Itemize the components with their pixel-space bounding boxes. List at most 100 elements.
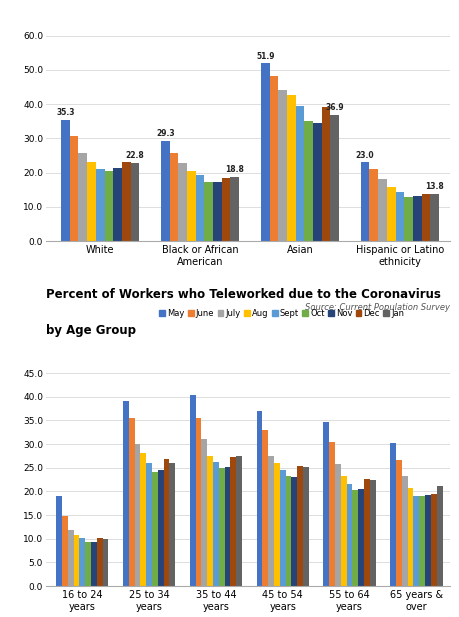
Bar bbox=[196, 175, 204, 241]
Bar bbox=[280, 470, 285, 586]
Bar bbox=[219, 468, 224, 586]
Bar bbox=[146, 463, 152, 586]
Bar bbox=[358, 489, 364, 586]
Bar bbox=[213, 462, 219, 586]
Bar bbox=[425, 495, 431, 586]
Bar bbox=[97, 538, 102, 586]
Bar bbox=[263, 430, 268, 586]
Bar bbox=[387, 188, 396, 241]
Bar bbox=[204, 182, 213, 241]
Bar bbox=[73, 535, 79, 586]
Bar bbox=[304, 122, 313, 241]
Bar bbox=[96, 168, 105, 241]
Bar bbox=[78, 153, 87, 241]
Text: by Age Group: by Age Group bbox=[46, 324, 136, 337]
Bar bbox=[134, 444, 140, 586]
Bar bbox=[169, 463, 175, 586]
Bar bbox=[62, 516, 67, 586]
Bar bbox=[274, 463, 280, 586]
Bar bbox=[70, 136, 78, 241]
Bar bbox=[67, 530, 73, 586]
Bar bbox=[105, 171, 113, 241]
Bar bbox=[129, 418, 134, 586]
Bar bbox=[414, 496, 420, 586]
Bar bbox=[347, 484, 353, 586]
Bar bbox=[230, 176, 239, 241]
Bar bbox=[370, 480, 376, 586]
Bar bbox=[261, 64, 269, 241]
Bar bbox=[179, 164, 187, 241]
Bar bbox=[213, 182, 222, 241]
Bar bbox=[87, 162, 96, 241]
Bar bbox=[170, 154, 179, 241]
Text: 18.8: 18.8 bbox=[225, 165, 244, 174]
Bar bbox=[353, 489, 358, 586]
Bar bbox=[390, 443, 396, 586]
Bar bbox=[408, 488, 414, 586]
Text: 23.0: 23.0 bbox=[356, 151, 375, 160]
Text: 35.3: 35.3 bbox=[56, 109, 75, 117]
Bar bbox=[257, 412, 263, 586]
Bar bbox=[161, 141, 170, 241]
Bar bbox=[430, 194, 439, 241]
Bar bbox=[329, 442, 335, 586]
Text: 36.9: 36.9 bbox=[325, 103, 344, 112]
Bar bbox=[404, 197, 413, 241]
Text: 13.8: 13.8 bbox=[425, 182, 444, 191]
Bar bbox=[322, 107, 330, 241]
Bar bbox=[123, 401, 129, 586]
Bar bbox=[163, 459, 169, 586]
Bar bbox=[222, 178, 230, 241]
Bar bbox=[56, 496, 62, 586]
Bar bbox=[91, 542, 97, 586]
Bar bbox=[324, 422, 329, 586]
Bar bbox=[291, 477, 297, 586]
Bar bbox=[378, 179, 387, 241]
Bar bbox=[140, 453, 146, 586]
Bar bbox=[287, 94, 296, 241]
Bar bbox=[79, 538, 85, 586]
Bar bbox=[61, 120, 70, 241]
Bar bbox=[402, 476, 408, 586]
Bar bbox=[196, 418, 202, 586]
Bar bbox=[268, 456, 274, 586]
Text: Percent of Workers who Teleworked due to the Coronavirus: Percent of Workers who Teleworked due to… bbox=[46, 288, 441, 301]
Legend: May, June, July, Aug, Sept, Oct, Nov, Dec, Jan: May, June, July, Aug, Sept, Oct, Nov, De… bbox=[159, 308, 404, 318]
Bar bbox=[335, 465, 341, 586]
Bar bbox=[187, 170, 196, 241]
Bar bbox=[341, 476, 347, 586]
Bar bbox=[420, 496, 425, 586]
Bar bbox=[364, 479, 370, 586]
Bar bbox=[303, 467, 309, 586]
Bar bbox=[131, 163, 139, 241]
Bar bbox=[396, 192, 404, 241]
Bar bbox=[102, 539, 108, 586]
Bar bbox=[285, 476, 291, 586]
Text: Source: Current Population Survey: Source: Current Population Survey bbox=[305, 304, 450, 312]
Bar bbox=[224, 467, 230, 586]
Bar bbox=[152, 473, 158, 586]
Bar bbox=[396, 460, 402, 586]
Bar bbox=[297, 466, 303, 586]
Bar bbox=[330, 115, 339, 241]
Bar bbox=[296, 106, 304, 241]
Text: 51.9: 51.9 bbox=[256, 52, 274, 60]
Bar bbox=[202, 439, 207, 586]
Bar bbox=[113, 168, 122, 241]
Bar bbox=[413, 196, 421, 241]
Bar bbox=[361, 162, 369, 241]
Bar bbox=[158, 470, 163, 586]
Bar bbox=[236, 457, 242, 586]
Bar bbox=[122, 162, 131, 241]
Bar bbox=[85, 542, 91, 586]
Bar bbox=[369, 169, 378, 241]
Text: 22.8: 22.8 bbox=[126, 151, 144, 160]
Bar bbox=[190, 395, 196, 586]
Bar bbox=[230, 457, 236, 586]
Bar bbox=[431, 494, 437, 586]
Bar bbox=[207, 457, 213, 586]
Bar bbox=[313, 123, 322, 241]
Bar bbox=[421, 194, 430, 241]
Bar bbox=[269, 77, 278, 241]
Bar bbox=[278, 91, 287, 241]
